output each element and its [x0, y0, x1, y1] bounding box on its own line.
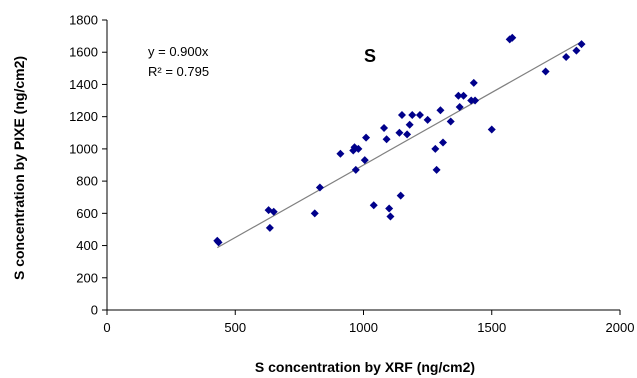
data-point — [423, 115, 432, 124]
data-point — [471, 96, 480, 105]
x-tick-label: 500 — [224, 320, 246, 335]
data-point — [446, 117, 455, 126]
data-point — [397, 111, 406, 120]
y-tick-label: 1800 — [69, 13, 98, 28]
data-point — [436, 106, 445, 115]
data-point — [396, 191, 405, 200]
trendline-group — [216, 41, 582, 249]
data-point — [439, 138, 448, 147]
data-point — [405, 120, 414, 129]
data-point — [572, 46, 581, 55]
data-point — [380, 123, 389, 132]
y-tick-label: 800 — [76, 174, 98, 189]
x-axis-title: S concentration by XRF (ng/cm2) — [255, 359, 475, 375]
data-point — [354, 144, 363, 153]
r-squared-annotation: R² = 0.795 — [148, 64, 209, 79]
data-point — [360, 156, 369, 165]
data-point — [577, 40, 586, 49]
chart-title: S — [364, 46, 376, 66]
data-point — [432, 165, 441, 174]
data-point — [487, 125, 496, 134]
data-point — [336, 149, 345, 158]
data-point — [351, 165, 360, 174]
data-points — [213, 33, 586, 247]
y-tick-label: 400 — [76, 238, 98, 253]
data-point — [269, 207, 278, 216]
data-point — [469, 78, 478, 87]
data-point — [315, 183, 324, 192]
y-tick-label: 0 — [91, 303, 98, 318]
data-point — [454, 91, 463, 100]
data-point — [403, 130, 412, 139]
y-tick-label: 200 — [76, 270, 98, 285]
data-point — [395, 128, 404, 137]
x-tick-label: 2000 — [606, 320, 635, 335]
data-point — [382, 135, 391, 144]
data-point — [505, 35, 514, 44]
data-point — [455, 103, 464, 111]
data-point — [265, 223, 274, 232]
x-tick-label: 1000 — [349, 320, 378, 335]
equation-annotation: y = 0.900x — [148, 44, 209, 59]
data-point — [459, 91, 468, 100]
data-point — [385, 204, 394, 213]
y-tick-label: 1000 — [69, 141, 98, 156]
data-point — [362, 133, 371, 142]
data-point — [415, 111, 424, 120]
y-tick-label: 600 — [76, 206, 98, 221]
data-point — [408, 111, 417, 120]
data-point — [214, 238, 223, 247]
data-point — [369, 201, 378, 210]
data-point — [562, 53, 571, 62]
data-point — [508, 33, 517, 42]
data-point — [386, 212, 395, 221]
tick-labels: 0 200 400 600 800 1000 1200 1400 1600 1800 0 500 100… — [69, 13, 634, 336]
y-tick-label: 1200 — [69, 109, 98, 124]
data-point — [310, 209, 319, 218]
data-point — [541, 67, 550, 76]
data-point — [431, 144, 440, 153]
y-tick-label: 1400 — [69, 77, 98, 92]
trendline — [216, 41, 582, 249]
x-tick-label: 1500 — [477, 320, 506, 335]
y-tick-label: 1600 — [69, 45, 98, 60]
y-axis-title: S concentration by PIXE (ng/cm2) — [11, 56, 27, 280]
x-tick-label: 0 — [103, 320, 110, 335]
